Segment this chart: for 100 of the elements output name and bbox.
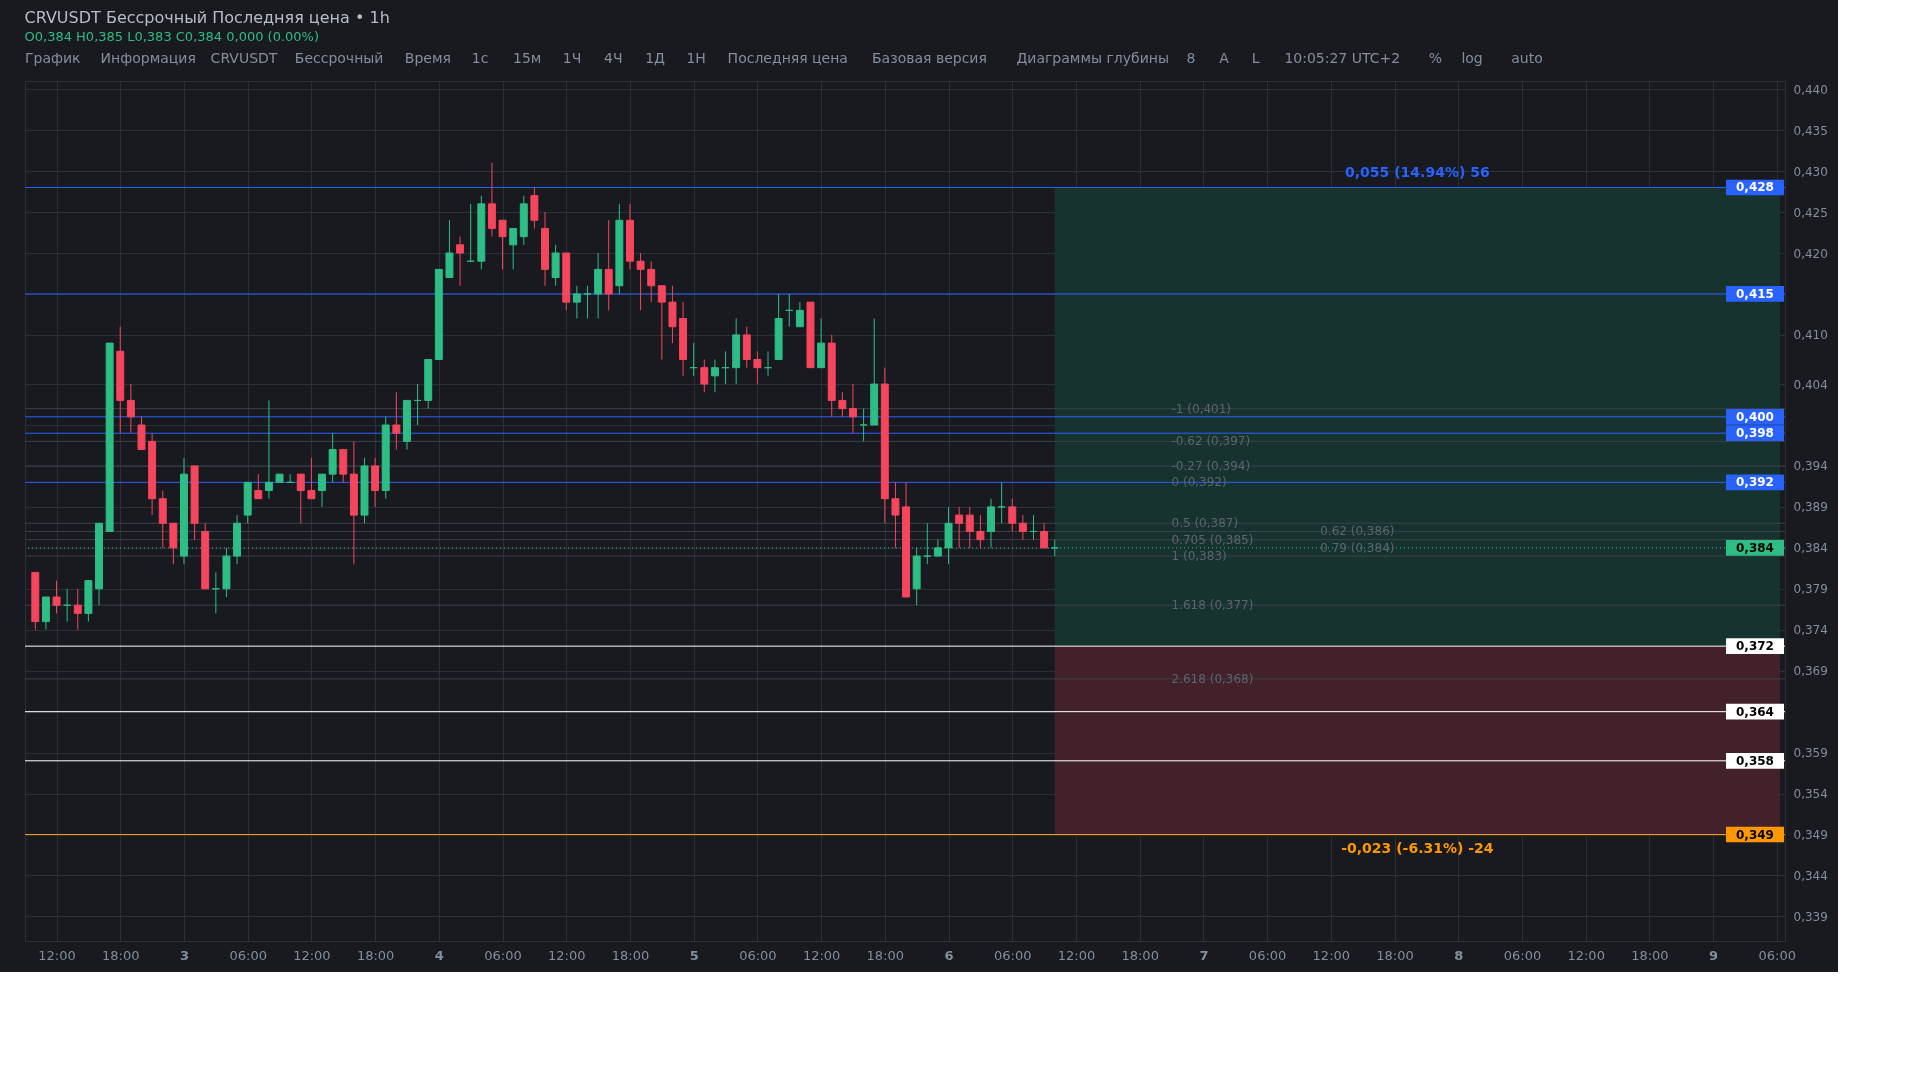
y-tick-label: 0,435 <box>1793 123 1828 138</box>
text: 1Д <box>645 50 666 66</box>
y-tick-label: 0,354 <box>1793 787 1828 802</box>
ref-line-label: 0,398 <box>1736 426 1774 441</box>
candlestick <box>318 473 326 508</box>
x-tick-label: 18:00 <box>1376 947 1414 963</box>
candlestick <box>392 391 401 451</box>
band-label: -0,023 (-6.31%) -24 <box>1341 839 1494 856</box>
text: 1Ч <box>562 50 582 66</box>
candlestick <box>296 473 305 524</box>
x-tick-label: 6 <box>944 947 954 963</box>
candlestick <box>572 285 581 320</box>
y-tick-label: 0,410 <box>1793 328 1828 343</box>
candlestick <box>1040 522 1049 549</box>
text: Бессрочный <box>294 50 384 66</box>
text: CRVUSDT <box>210 50 278 66</box>
text: % <box>1428 50 1443 66</box>
text: Время <box>404 50 451 66</box>
y-tick-label: 0,374 <box>1793 623 1828 638</box>
candlestick <box>838 391 847 418</box>
y-tick-label: 0,430 <box>1793 164 1828 179</box>
x-tick-label: 18:00 <box>866 947 905 963</box>
candlestick <box>965 506 974 549</box>
x-tick-label: 06:00 <box>1503 947 1542 963</box>
x-tick-label: 06:00 <box>484 947 522 963</box>
candlestick <box>976 514 985 549</box>
candlestick <box>126 383 135 434</box>
text: 4Ч <box>604 50 623 66</box>
ref-line-label: 0,372 <box>1736 639 1774 654</box>
candlestick <box>657 285 666 360</box>
candlestick <box>700 358 709 393</box>
y-tick-label: 0,394 <box>1793 459 1828 474</box>
ref-line-label: 0,428 <box>1736 180 1774 195</box>
annotation: 2.618 (0,368) <box>1171 671 1254 686</box>
annotation: 0.62 (0,386) <box>1320 524 1395 539</box>
x-tick-label: 06:00 <box>229 947 267 963</box>
y-tick-label: 0,379 <box>1793 582 1828 597</box>
annotation: 0.5 (0,387) <box>1171 516 1239 531</box>
candlestick <box>509 227 518 270</box>
text: 1Н <box>686 50 706 66</box>
y-tick-label: 0,389 <box>1793 500 1828 515</box>
annotation: 0.705 (0,385) <box>1171 532 1254 547</box>
text: Базовая версия <box>872 50 987 66</box>
text: 8 <box>1186 50 1196 66</box>
chart-title: CRVUSDT Бессрочный Последняя цена • 1h <box>24 8 390 27</box>
x-tick-label: 12:00 <box>1312 947 1351 963</box>
y-tick-label: 0,440 <box>1793 82 1828 97</box>
annotation: -0.27 (0,394) <box>1171 458 1251 473</box>
ref-line-label: 0,415 <box>1736 286 1774 301</box>
x-tick-label: 06:00 <box>1758 947 1797 963</box>
x-tick-label: 06:00 <box>1248 947 1287 963</box>
x-tick-label: 3 <box>179 947 189 963</box>
y-tick-label: 0,384 <box>1793 541 1828 556</box>
candlestick <box>52 580 61 614</box>
x-tick-label: 12:00 <box>1567 947 1605 963</box>
text: 15м <box>513 50 542 66</box>
ref-line-label: 0,392 <box>1736 475 1774 490</box>
candlestick <box>891 481 900 549</box>
x-tick-label: 18:00 <box>611 947 650 963</box>
candlestick <box>456 236 465 287</box>
x-tick-label: 8 <box>1454 947 1464 963</box>
candlestick <box>955 506 964 549</box>
candlestick <box>753 350 762 385</box>
candlestick <box>710 358 719 393</box>
y-tick-label: 0,420 <box>1793 246 1828 261</box>
candlestick <box>264 399 273 500</box>
candlestick <box>73 588 82 631</box>
candlestick <box>1008 498 1017 532</box>
text: Последняя цена <box>727 50 848 66</box>
text: 10:05:27 UTC+2 <box>1284 50 1401 66</box>
ref-line-label: 0,349 <box>1736 827 1774 842</box>
candlestick <box>795 301 804 328</box>
text: log <box>1461 50 1483 66</box>
candlestick <box>849 383 857 434</box>
ref-line-label: 0,384 <box>1736 540 1774 555</box>
x-tick-label: 06:00 <box>994 947 1032 963</box>
x-tick-label: 9 <box>1709 947 1719 963</box>
annotation: -1 (0,401) <box>1171 401 1232 416</box>
x-tick-label: 18:00 <box>1631 947 1669 963</box>
y-tick-label: 0,344 <box>1793 868 1828 883</box>
x-tick-label: 12:00 <box>802 947 841 963</box>
text: A <box>1219 50 1230 66</box>
ref-line-label: 0,400 <box>1736 409 1774 424</box>
x-tick-label: 18:00 <box>1121 947 1159 963</box>
x-tick-label: 5 <box>689 947 699 963</box>
annotation: 0.79 (0,384) <box>1320 540 1395 555</box>
x-tick-label: 06:00 <box>739 947 777 963</box>
y-tick-label: 0,349 <box>1793 828 1828 843</box>
x-tick-label: 7 <box>1199 947 1209 963</box>
text: График <box>25 50 81 66</box>
candlestick <box>859 408 868 442</box>
x-tick-label: 18:00 <box>102 947 140 963</box>
y-tick-label: 0,369 <box>1793 664 1828 679</box>
text: auto <box>1511 50 1543 66</box>
annotation: -0.62 (0,397) <box>1171 434 1251 449</box>
chart-subtitle: O0,384 H0,385 L0,383 C0,384 0,000 (0.00%) <box>24 29 320 44</box>
candlestick <box>254 473 263 500</box>
x-tick-label: 12:00 <box>1057 947 1096 963</box>
annotation: 1 (0,383) <box>1171 549 1227 564</box>
y-tick-label: 0,404 <box>1793 377 1828 392</box>
